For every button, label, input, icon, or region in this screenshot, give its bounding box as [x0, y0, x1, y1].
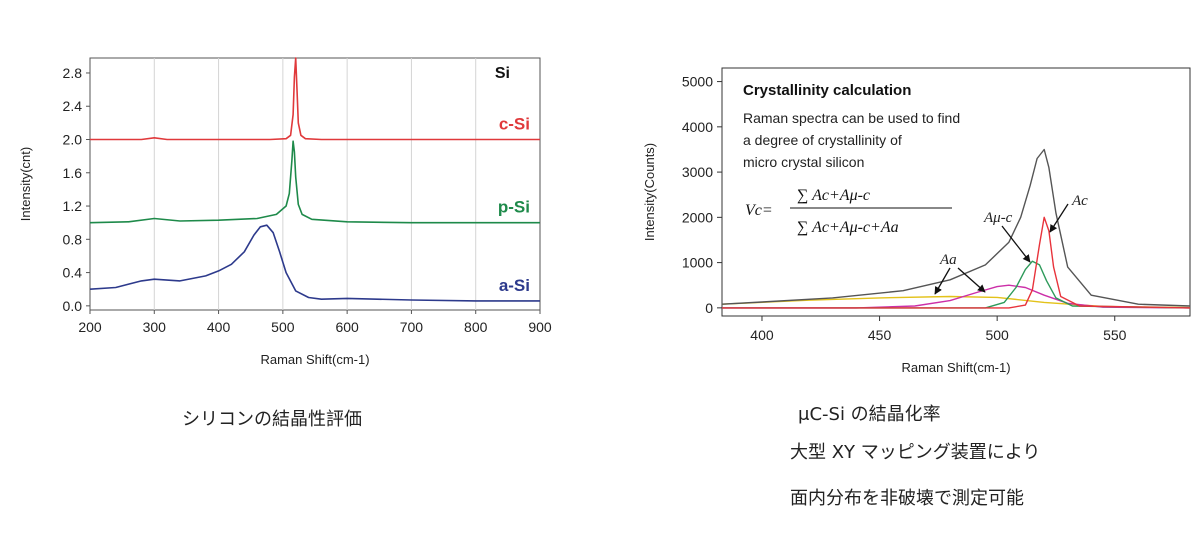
annotation-text-line: a degree of crystallinity of: [743, 132, 902, 148]
y-tick-label: 2000: [682, 209, 713, 225]
x-tick-label: 500: [271, 319, 295, 335]
peak-arrow: [934, 267, 951, 295]
y-tick-label: 0.8: [63, 231, 83, 247]
peak-label-ac: Ac: [1071, 193, 1088, 209]
y-tick-label: 1.2: [63, 198, 83, 214]
y-tick-label: 1.6: [63, 165, 83, 181]
x-tick-label: 500: [985, 327, 1009, 343]
plot-grid: [153, 58, 477, 310]
series-label-a-si: a-Si: [499, 276, 530, 295]
x-tick-label: 900: [528, 319, 552, 335]
x-tick-label: 400: [207, 319, 231, 335]
plot-frame: [721, 67, 1191, 317]
x-tick-label: 800: [464, 319, 488, 335]
peak-label-amuc: Aμ-c: [983, 210, 1013, 226]
series-line-a-si: [89, 224, 540, 302]
x-axis-label: Raman Shift(cm-1): [260, 352, 369, 367]
peak-arrows: [934, 203, 1069, 295]
plot-frame: [89, 57, 541, 311]
caption-nondestructive-measurement: 面内分布を非破壊で測定可能: [790, 488, 1024, 509]
x-tick-label: 700: [400, 319, 424, 335]
y-tick-label: 3000: [682, 164, 713, 180]
y-tick-label: 1000: [682, 255, 713, 271]
series-group: [721, 148, 1191, 309]
peak-arrow: [957, 267, 986, 293]
series-line-c-si: [90, 57, 540, 141]
annotation-text-line: Raman spectra can be used to find: [743, 110, 960, 126]
chart-crystallinity-calculation: 400 450 500 550 0 1000 2000 3000 4000 5000 Raman…: [642, 67, 1191, 375]
x-tick-label: 300: [143, 319, 167, 335]
y-tick-label: 4000: [682, 119, 713, 135]
formula-numerator: ∑ Ac+Aμ-c: [797, 187, 870, 204]
annotation-title: Crystallinity calculation: [743, 82, 911, 99]
caption-silicon-crystallinity: シリコンの結晶性評価: [182, 409, 362, 430]
formula-denominator: ∑ Ac+Aμ-c+Aa: [797, 219, 899, 236]
x-axis-label: Raman Shift(cm-1): [901, 360, 1010, 375]
x-tick-label: 600: [335, 319, 359, 335]
y-tick-label: 0: [705, 300, 713, 316]
y-tick-label: 0.4: [63, 265, 83, 281]
x-tick-label: 200: [78, 319, 102, 335]
series-line-p-si: [89, 140, 540, 224]
y-axis-label: Intensity(Counts): [642, 143, 657, 241]
legend-title: Si: [495, 65, 510, 82]
series-line-amu-c: [722, 260, 1191, 309]
y-tick-label: 2.8: [63, 65, 83, 81]
y-tick-label: 2.4: [63, 98, 83, 114]
formula-lhs: Vc=: [745, 202, 773, 219]
series-line-aa: [722, 284, 1191, 309]
crystallinity-annotation: Crystallinity calculation Raman spectra …: [743, 82, 960, 236]
y-tick-label: 0.0: [63, 298, 83, 314]
y-axis-label: Intensity(cnt): [18, 147, 33, 221]
series-line-ac: [722, 216, 1191, 309]
peak-arrow: [1049, 203, 1069, 233]
chart-silicon-crystallinity: 200 300 400 500 600 700 800 900 0.0 0.4 0.8 1.2 1.6…: [18, 57, 552, 367]
y-tick-label: 2.0: [63, 132, 83, 148]
peak-arrow: [1001, 225, 1031, 263]
series-line-total: [721, 148, 1191, 307]
series-label-c-si: c-Si: [499, 115, 530, 134]
x-tick-label: 450: [868, 327, 892, 343]
series-group: [89, 57, 540, 302]
y-tick-label: 5000: [682, 74, 713, 90]
series-label-p-si: p-Si: [498, 198, 530, 217]
x-ticks: 400 450 500 550: [750, 316, 1127, 343]
peak-labels: Aa Aμ-c Ac: [934, 193, 1088, 295]
x-ticks: 200 300 400 500 600 700 800 900: [78, 310, 552, 335]
x-tick-label: 400: [750, 327, 774, 343]
caption-uc-si-crystallization: μC-Si の結晶化率: [798, 404, 941, 425]
y-ticks: 0 1000 2000 3000 4000 5000: [682, 74, 722, 316]
series-labels: c-Si p-Si a-Si: [498, 115, 530, 295]
caption-mapping-device: 大型 XY マッピング装置により: [790, 442, 1041, 463]
x-tick-label: 550: [1103, 327, 1127, 343]
y-ticks: 0.0 0.4 0.8 1.2 1.6 2.0 2.4 2.8: [63, 65, 90, 314]
peak-label-aa: Aa: [939, 252, 957, 268]
annotation-text-line: micro crystal silicon: [743, 154, 864, 170]
